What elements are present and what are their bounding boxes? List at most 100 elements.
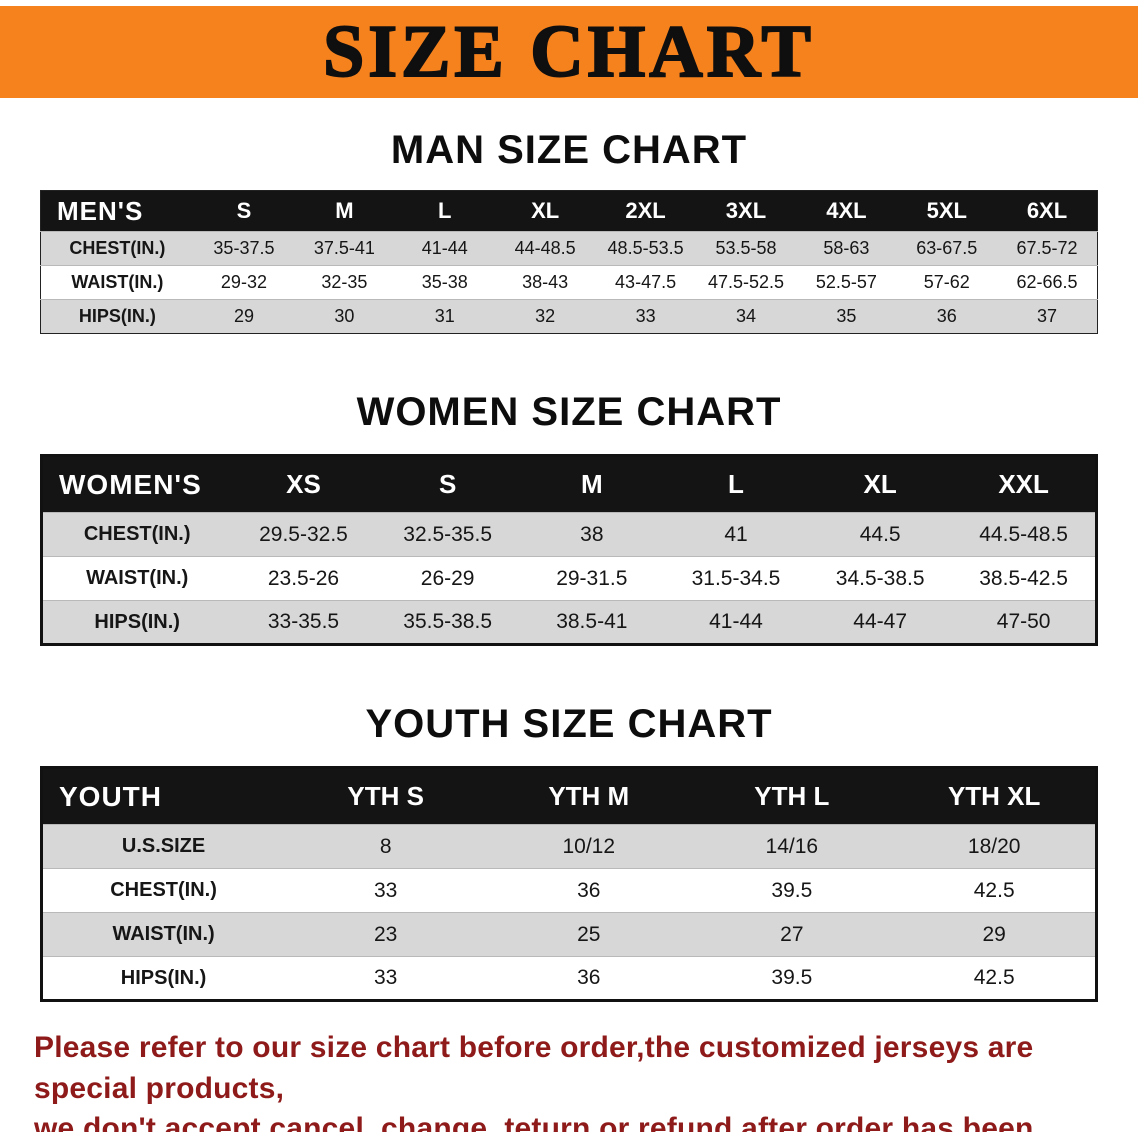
size-value-cell: 33: [374, 878, 398, 902]
women-size-section: WOMEN SIZE CHART WOMEN'S XS S M L XL XXL CHEST(…: [0, 388, 1138, 646]
size-value-cell: 23: [374, 922, 398, 946]
size-value-cell: 37.5-41: [313, 238, 375, 258]
table-row: CHEST(IN.) 35-37.5 37.5-41 41-44 44-48.5 48.5…: [40, 231, 1098, 266]
row-label-cell: HIPS(IN.): [94, 610, 180, 633]
size-column-header: M: [580, 469, 603, 499]
size-value-cell: 42.5: [973, 878, 1015, 902]
size-column-header: S: [438, 469, 457, 499]
size-value-cell: 29: [982, 922, 1006, 946]
row-label-cell: WAIST(IN.): [112, 923, 215, 945]
size-value-cell: 41-44: [421, 238, 468, 258]
size-value-cell: 34: [735, 306, 756, 326]
size-value-cell: 35.5-38.5: [403, 610, 493, 633]
size-value-cell: 58-63: [823, 238, 870, 258]
table-header-row: MEN'S S M L XL 2XL 3XL 4XL 5XL 6XL: [40, 190, 1098, 232]
row-label-cell: WAIST(IN.): [86, 567, 189, 589]
size-value-cell: 10/12: [562, 834, 616, 858]
size-value-cell: 27: [780, 922, 804, 946]
size-value-cell: 31.5-34.5: [691, 566, 781, 590]
table-row: U.S.SIZE 8 10/12 14/16 18/20: [41, 824, 1097, 869]
size-column-header: YTH M: [548, 781, 630, 811]
size-value-cell: 29.5-32.5: [259, 522, 348, 546]
size-value-cell: 36: [936, 306, 957, 326]
size-value-cell: 23.5-26: [267, 566, 340, 590]
size-value-cell: 48.5-53.5: [607, 238, 684, 258]
size-value-cell: 29: [233, 306, 254, 326]
size-value-cell: 34.5-38.5: [835, 566, 925, 590]
size-value-cell: 44.5-48.5: [979, 522, 1068, 546]
size-value-cell: 39.5: [771, 966, 813, 989]
size-value-cell: 33-35.5: [267, 610, 340, 633]
size-column-header: 6XL: [1026, 198, 1068, 223]
size-value-cell: 26-29: [420, 566, 475, 590]
size-column-header: 2XL: [625, 198, 666, 223]
table-row: HIPS(IN.) 33 36 39.5 42.5: [41, 956, 1097, 1001]
table-header-row: WOMEN'S XS S M L XL XXL: [41, 455, 1097, 513]
banner-title: SIZE CHART: [322, 11, 815, 93]
size-value-cell: 25: [577, 922, 601, 946]
size-chart-banner: SIZE CHART: [0, 6, 1138, 98]
row-label-cell: U.S.SIZE: [121, 835, 206, 857]
size-value-cell: 35-37.5: [213, 238, 275, 258]
size-column-header: M: [335, 198, 354, 223]
size-value-cell: 32: [535, 306, 556, 326]
man-size-section: MAN SIZE CHART MEN'S S M L XL 2XL 3XL 4XL 5XL 6XL…: [0, 126, 1138, 334]
size-value-cell: 57-62: [923, 272, 970, 292]
size-value-cell: 47.5-52.5: [707, 272, 785, 292]
size-column-header: YTH S: [347, 781, 424, 811]
size-value-cell: 38-43: [522, 272, 569, 292]
size-value-cell: 44.5: [859, 522, 901, 546]
table-header-row: YOUTH YTH S YTH M YTH L YTH XL: [41, 767, 1097, 825]
women-size-heading: WOMEN SIZE CHART: [356, 390, 782, 434]
size-value-cell: 29-31.5: [556, 566, 628, 590]
size-value-cell: 41-44: [709, 610, 763, 633]
size-value-cell: 67.5-72: [1016, 238, 1078, 258]
size-value-cell: 29-32: [220, 272, 267, 292]
youth-size-section: YOUTH SIZE CHART YOUTH YTH S YTH M YTH L YTH…: [0, 700, 1138, 1002]
size-value-cell: 38: [580, 522, 604, 546]
size-column-header: L: [728, 469, 744, 499]
table-row: HIPS(IN.) 29 30 31 32 33 34 35 36 37: [40, 299, 1098, 334]
table-row: CHEST(IN.) 29.5-32.5 32.5-35.5 38 41 44.5 44.5…: [41, 512, 1097, 557]
row-label-cell: WAIST(IN.): [71, 272, 164, 292]
table-row: WAIST(IN.) 23.5-26 26-29 29-31.5 31.5-34.5 34…: [41, 556, 1097, 601]
size-column-header: XS: [286, 469, 321, 499]
mens-size-table: MEN'S S M L XL 2XL 3XL 4XL 5XL 6XL CHEST(IN.) 35-37…: [40, 190, 1098, 334]
table-row: WAIST(IN.) 29-32 32-35 35-38 38-43 43-47.5 47.…: [40, 265, 1098, 300]
row-label-cell: HIPS(IN.): [120, 966, 207, 989]
notice-line-1: Please refer to our size chart before or…: [34, 1031, 1034, 1105]
size-value-cell: 30: [334, 306, 355, 326]
size-value-cell: 32.5-35.5: [403, 522, 493, 546]
row-label-cell: CHEST(IN.): [83, 523, 191, 545]
size-value-cell: 18/20: [967, 834, 1021, 858]
size-value-cell: 63-67.5: [916, 238, 978, 258]
size-column-header: 5XL: [926, 198, 967, 223]
size-column-header: YTH XL: [947, 781, 1041, 811]
row-label-cell: HIPS(IN.): [78, 306, 156, 326]
youth-size-heading: YOUTH SIZE CHART: [365, 702, 773, 746]
size-column-header: 4XL: [826, 198, 867, 223]
table-title-cell: YOUTH: [59, 780, 162, 812]
table-title-cell: MEN'S: [57, 195, 144, 226]
size-column-header: YTH L: [754, 781, 830, 811]
table-row: HIPS(IN.) 33-35.5 35.5-38.5 38.5-41 41-44 44-…: [41, 600, 1097, 645]
size-value-cell: 37: [1036, 306, 1058, 326]
size-value-cell: 53.5-58: [715, 238, 777, 258]
table-row: WAIST(IN.) 23 25 27 29: [41, 912, 1097, 957]
size-value-cell: 43-47.5: [615, 272, 677, 292]
size-column-header: XL: [863, 469, 897, 499]
size-value-cell: 42.5: [973, 966, 1015, 989]
size-column-header: XXL: [998, 469, 1049, 499]
size-value-cell: 32-35: [321, 272, 368, 292]
size-value-cell: 36: [577, 878, 601, 902]
row-label-cell: CHEST(IN.): [69, 238, 166, 258]
size-column-header: L: [438, 198, 452, 223]
size-column-header: XL: [531, 198, 560, 223]
notice-line-2: we don't accept cancel, change, teturn o…: [34, 1112, 1034, 1132]
row-label-cell: CHEST(IN.): [110, 879, 217, 901]
womens-size-table: WOMEN'S XS S M L XL XXL CHEST(IN.) 29.5-32.5 32.5…: [40, 454, 1098, 646]
size-value-cell: 33: [374, 966, 398, 989]
size-value-cell: 52.5-57: [815, 272, 877, 292]
size-value-cell: 14/16: [765, 834, 819, 858]
